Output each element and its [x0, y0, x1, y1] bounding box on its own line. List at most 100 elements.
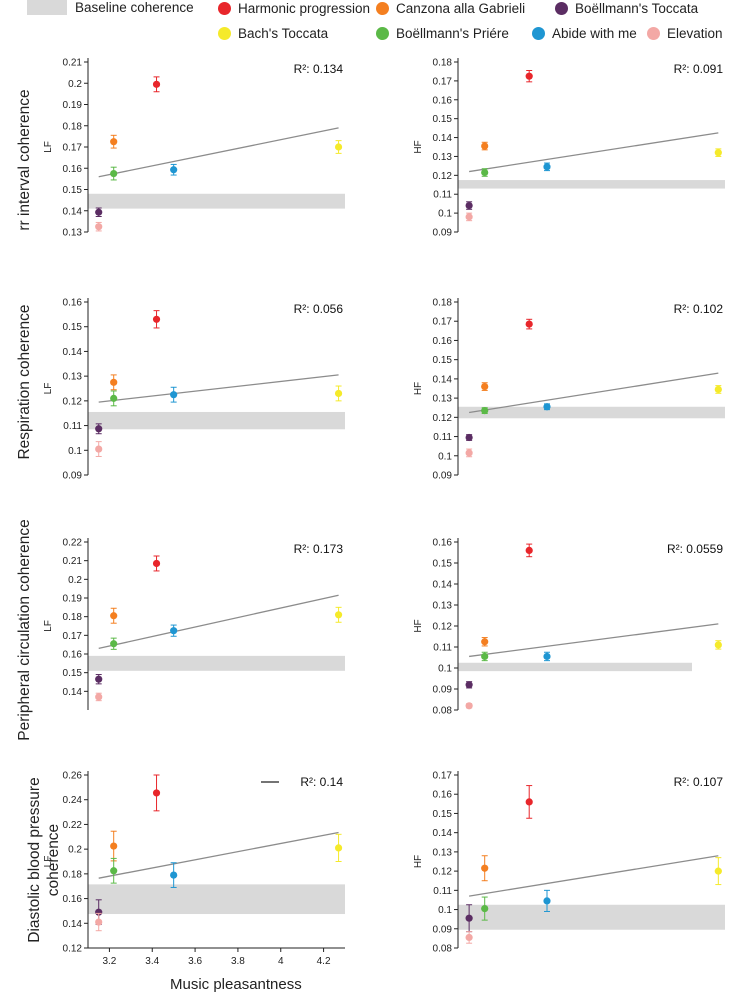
p5-y-tick-label: 0.16	[433, 538, 453, 549]
p1-y-tick-label: 0.11	[433, 190, 452, 201]
p3-y-tick-label: 0.15	[433, 355, 453, 366]
p3-data-point	[714, 385, 722, 394]
p4-y-tick-label: 0.14	[63, 687, 83, 698]
p6-data-point	[152, 789, 161, 797]
p6-x-tick-label: 3.2	[102, 956, 116, 967]
p7-y-tick-label: 0.16	[433, 790, 453, 801]
p2-baseline-band	[88, 411, 345, 430]
p6-x-tick-label: 4	[278, 956, 284, 967]
p7-data-point	[525, 798, 533, 806]
p7-data-point	[481, 864, 489, 872]
p2-data-point	[170, 391, 178, 399]
p3-y-tick-label: 0.12	[433, 413, 453, 424]
p5-y-tick-label: 0.12	[433, 622, 453, 633]
legend-dot-icon	[218, 27, 231, 40]
p0-data-point	[110, 169, 118, 178]
legend-item-baseline: Baseline coherence	[27, 0, 194, 15]
p1-y-tick-label: 0.18	[433, 58, 453, 69]
p2-data-point	[95, 445, 103, 453]
p1-y-tick-label: 0.09	[433, 228, 453, 239]
p7-r2-label: R²: 0.107	[674, 775, 724, 789]
p7-data-point	[465, 933, 473, 942]
p1-data-point	[465, 213, 473, 221]
p3-y-tick-label: 0.11	[433, 432, 452, 443]
legend-label: Canzona alla Gabrieli	[396, 1, 526, 16]
p4-data-point	[110, 612, 118, 620]
p4-y-tick-label: 0.15	[63, 668, 83, 679]
legend-dot-icon	[647, 27, 660, 40]
p4-y-tick-label: 0.22	[63, 538, 83, 549]
p6-data-point	[110, 867, 118, 875]
p5-y-tick-label: 0.11	[433, 643, 452, 654]
p2-y-tick-label: 0.11	[63, 421, 82, 432]
legend-dot-icon	[376, 2, 389, 15]
p1-data-point	[481, 142, 489, 150]
p2-data-point	[334, 389, 343, 398]
p5-data-point	[465, 702, 473, 710]
p1-baseline-band	[458, 180, 725, 189]
p5-data-point	[481, 638, 489, 646]
legend-item-bach-toccata: Bach's Toccata	[218, 26, 328, 41]
p7-y-tick-label: 0.14	[433, 828, 453, 839]
p3-data-point	[481, 382, 489, 391]
legend-item-harmonic-progression: Harmonic progression	[218, 1, 370, 16]
p7-data-point	[465, 914, 473, 922]
p5-data-point	[714, 641, 722, 649]
p0-y-tick-label: 0.17	[63, 143, 83, 154]
p5-y-tick-label: 0.09	[433, 685, 453, 696]
p2-y-tick-label: 0.09	[63, 471, 83, 482]
p2-y-tick-label: 0.14	[63, 347, 83, 358]
p4-y-tick-label: 0.18	[63, 612, 83, 623]
p5-data-point	[481, 652, 489, 661]
p6-y-tick-label: 0.26	[63, 771, 83, 782]
p7-y-tick-label: 0.11	[433, 886, 452, 897]
p4-data-point	[334, 611, 343, 619]
p7-y-tick-label: 0.12	[433, 867, 453, 878]
p2-y-tick-label: 0.16	[63, 298, 83, 309]
p0-data-point	[152, 80, 161, 88]
p3-data-point	[481, 407, 489, 415]
p3-data-point	[465, 433, 473, 442]
p2-regression-line	[98, 374, 339, 403]
p5-y-tick-label: 0.13	[433, 601, 453, 612]
p0-r2-label: R²: 0.134	[294, 62, 344, 76]
p3-data-point	[465, 449, 473, 457]
p3-y-axis-label: HF	[413, 382, 424, 395]
p7-y-axis-label: HF	[413, 855, 424, 868]
p7-y-tick-label: 0.09	[433, 924, 453, 935]
legend-item-canzona: Canzona alla Gabrieli	[376, 1, 525, 16]
legend-label: Abide with me	[552, 26, 637, 41]
p3-r2-label: R²: 0.102	[674, 302, 724, 316]
p2-y-axis-label: LF	[43, 383, 54, 395]
p7-y-tick-label: 0.17	[433, 771, 453, 782]
p4-data-point	[110, 640, 118, 648]
p3-y-tick-label: 0.13	[433, 394, 453, 405]
p5-data-point	[543, 652, 551, 661]
p0-y-axis-label: LF	[43, 141, 54, 153]
p1-y-tick-label: 0.17	[433, 76, 453, 87]
p4-baseline-band	[88, 655, 345, 671]
p2-y-tick-label: 0.13	[63, 372, 83, 383]
p7-y-tick-label: 0.1	[438, 905, 452, 916]
legend-item-boellmann-toccata: Boëllmann's Toccata	[555, 1, 698, 16]
baseline-swatch	[27, 0, 67, 15]
p4-data-point	[152, 559, 161, 568]
legend-item-elevation: Elevation	[647, 26, 723, 41]
p3-y-tick-label: 0.1	[438, 451, 452, 462]
legend-label: Baseline coherence	[75, 0, 194, 15]
p3-y-tick-label: 0.09	[433, 471, 453, 482]
p0-y-tick-label: 0.14	[63, 206, 83, 217]
p6-regression-line	[98, 831, 339, 879]
p1-data-point	[465, 201, 473, 210]
legend-dot-icon	[532, 27, 545, 40]
p4-y-tick-label: 0.16	[63, 650, 83, 661]
p7-y-tick-label: 0.08	[433, 944, 453, 955]
legend-label: Harmonic progression	[238, 1, 371, 16]
p6-y-tick-label: 0.12	[63, 944, 83, 955]
p4-y-tick-label: 0.17	[63, 631, 83, 642]
p0-data-point	[95, 223, 103, 231]
legend-label: Bach's Toccata	[238, 26, 329, 41]
p6-data-point	[95, 918, 103, 926]
p1-data-point	[543, 163, 551, 171]
p3-y-tick-label: 0.17	[433, 317, 453, 328]
